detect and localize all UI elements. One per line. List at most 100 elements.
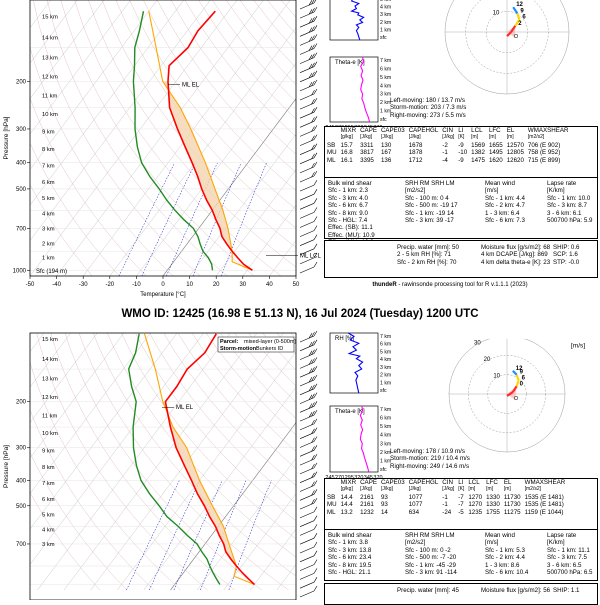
top-hodograph-point-label: 12	[516, 2, 523, 8]
wind-barb-staff	[300, 547, 314, 553]
wind-barb-flag	[314, 80, 317, 85]
lapse-line: 500700 hPa: 5.9	[547, 217, 592, 224]
params-cell: 136	[379, 157, 407, 164]
wind-barb	[300, 262, 317, 273]
dry-adiabat	[75, 0, 282, 276]
lapse-line: Sfc - 3 km: 8.7	[547, 202, 592, 209]
bottom-hodograph-segment	[517, 380, 519, 386]
params-cell: [m]	[484, 486, 502, 493]
wind-line: Sfc - 8 km: 19.5	[328, 562, 372, 569]
top-hodograph-segment	[517, 13, 519, 19]
params-cell: [K]	[456, 486, 466, 493]
wind-barb	[300, 393, 317, 404]
params-cell	[325, 479, 339, 486]
moisture-line: Moisture flux [g/s/m2]: 68	[481, 244, 550, 251]
height-label: 10 km	[42, 431, 58, 437]
srh-line: Sfc - 100 m: 0 4	[405, 195, 458, 202]
bottom-theta-profile-height-label: 3 km	[380, 441, 391, 447]
srh-line: [m2/s2]	[405, 187, 458, 194]
mean-line: Sfc - 2 km: 4.7	[485, 202, 525, 209]
top-rh-profile-height-label: 3 km	[380, 12, 391, 18]
params-cell: 1159 (E 1044)	[523, 509, 568, 516]
wind-barb-flag	[314, 0, 317, 3]
wind-line: Sfc - 6 km: 23.4	[328, 554, 372, 561]
bottom-hodograph-ring-label: 20	[484, 357, 491, 363]
params-cell: [m]	[502, 486, 523, 493]
params-cell: [J/kg]	[358, 134, 379, 141]
ship-line: SHIP: 1.1	[553, 587, 579, 594]
plot-frame	[30, 0, 296, 276]
wind-barb-staff	[300, 185, 314, 191]
params-cell: -1	[440, 494, 456, 501]
height-label: 10 km	[42, 112, 58, 118]
x-tick-label: 0	[161, 282, 165, 288]
wind-barb-flag	[314, 198, 317, 203]
mean-line: Sfc - 1 km: 4.4	[485, 195, 525, 202]
isotherm	[0, 323, 131, 590]
wind-barb	[300, 375, 317, 386]
dry-adiabat	[6, 0, 147, 276]
height-label: 9 km	[42, 448, 55, 454]
wind-barb-flag	[314, 542, 317, 547]
wind-barb-staff	[300, 267, 314, 273]
isotherm	[117, 323, 317, 590]
params-cell	[325, 134, 339, 141]
wind-barb-staff	[300, 240, 314, 246]
isotherm	[0, 0, 184, 276]
top-rh-profile-height-label: 5 km	[380, 0, 391, 3]
wind-barb	[300, 153, 317, 164]
wind-barb	[300, 98, 317, 109]
params-cell: CIN	[440, 127, 456, 134]
isotherm	[0, 323, 185, 590]
height-label: 8 km	[42, 147, 55, 153]
wind-line: Sfc - 1 km: 2.3	[328, 187, 375, 194]
wind-barb	[300, 116, 317, 127]
params-cell: MIXR	[339, 127, 358, 134]
mixing-ratio-line	[119, 163, 175, 276]
top-theta-profile-height-label: sfc	[380, 117, 387, 123]
isotherm	[110, 0, 317, 276]
wind-barb	[300, 125, 317, 136]
bottom-rh-profile-height-label: sfc	[380, 388, 387, 394]
wind-barb	[300, 533, 317, 544]
top-hodograph-area: 10203026912	[445, 0, 569, 94]
wind-barb	[300, 481, 317, 492]
mixing-ratio-line	[149, 480, 200, 590]
mean-line: Sfc - 2 km: 4.4	[485, 554, 528, 561]
storm-line: Left-moving: 178 / 10.9 m/s	[390, 448, 470, 455]
mixing-ratio-line	[127, 480, 180, 590]
x-tick-label: -40	[52, 282, 61, 288]
params-cell: 130	[379, 142, 407, 149]
params-cell: -7	[456, 494, 466, 501]
bottom-theta-profile: Theta-e [K]7 km6 km5 km4 km3 km2 km1 kms…	[325, 406, 391, 481]
params-cell: 14.4	[339, 494, 358, 501]
wind-line: Sfc - HGL: 21.1	[328, 569, 372, 576]
wind-barb-staff	[300, 573, 314, 579]
params-cell: 706 (E 902)	[526, 142, 571, 149]
height-label: 6 km	[42, 497, 55, 503]
lapse-line: Sfc - 1 km: 11.1	[547, 547, 592, 554]
params-cell: 1475	[469, 157, 487, 164]
wind-barb	[300, 428, 317, 439]
srh-line: SRH RM SRH LM	[405, 532, 457, 539]
mixing-ratio-line	[142, 163, 196, 276]
params-cell: 1330	[484, 501, 502, 508]
lapse-line: Sfc - 1 km: 10.0	[547, 195, 592, 202]
wind-barb-staff	[300, 521, 314, 527]
wind-barb	[300, 144, 317, 155]
wind-barb-flag	[314, 125, 317, 130]
params-cell: 93	[379, 501, 407, 508]
lapse-line: Sfc - 3 km: 7.5	[547, 554, 592, 561]
legend-parcel-label: Parcel:	[220, 339, 239, 345]
height-label: 11 km	[42, 94, 58, 100]
params-cell: -9	[456, 157, 469, 164]
x-tick-label: 30	[239, 282, 246, 288]
wind-barb	[300, 586, 317, 597]
